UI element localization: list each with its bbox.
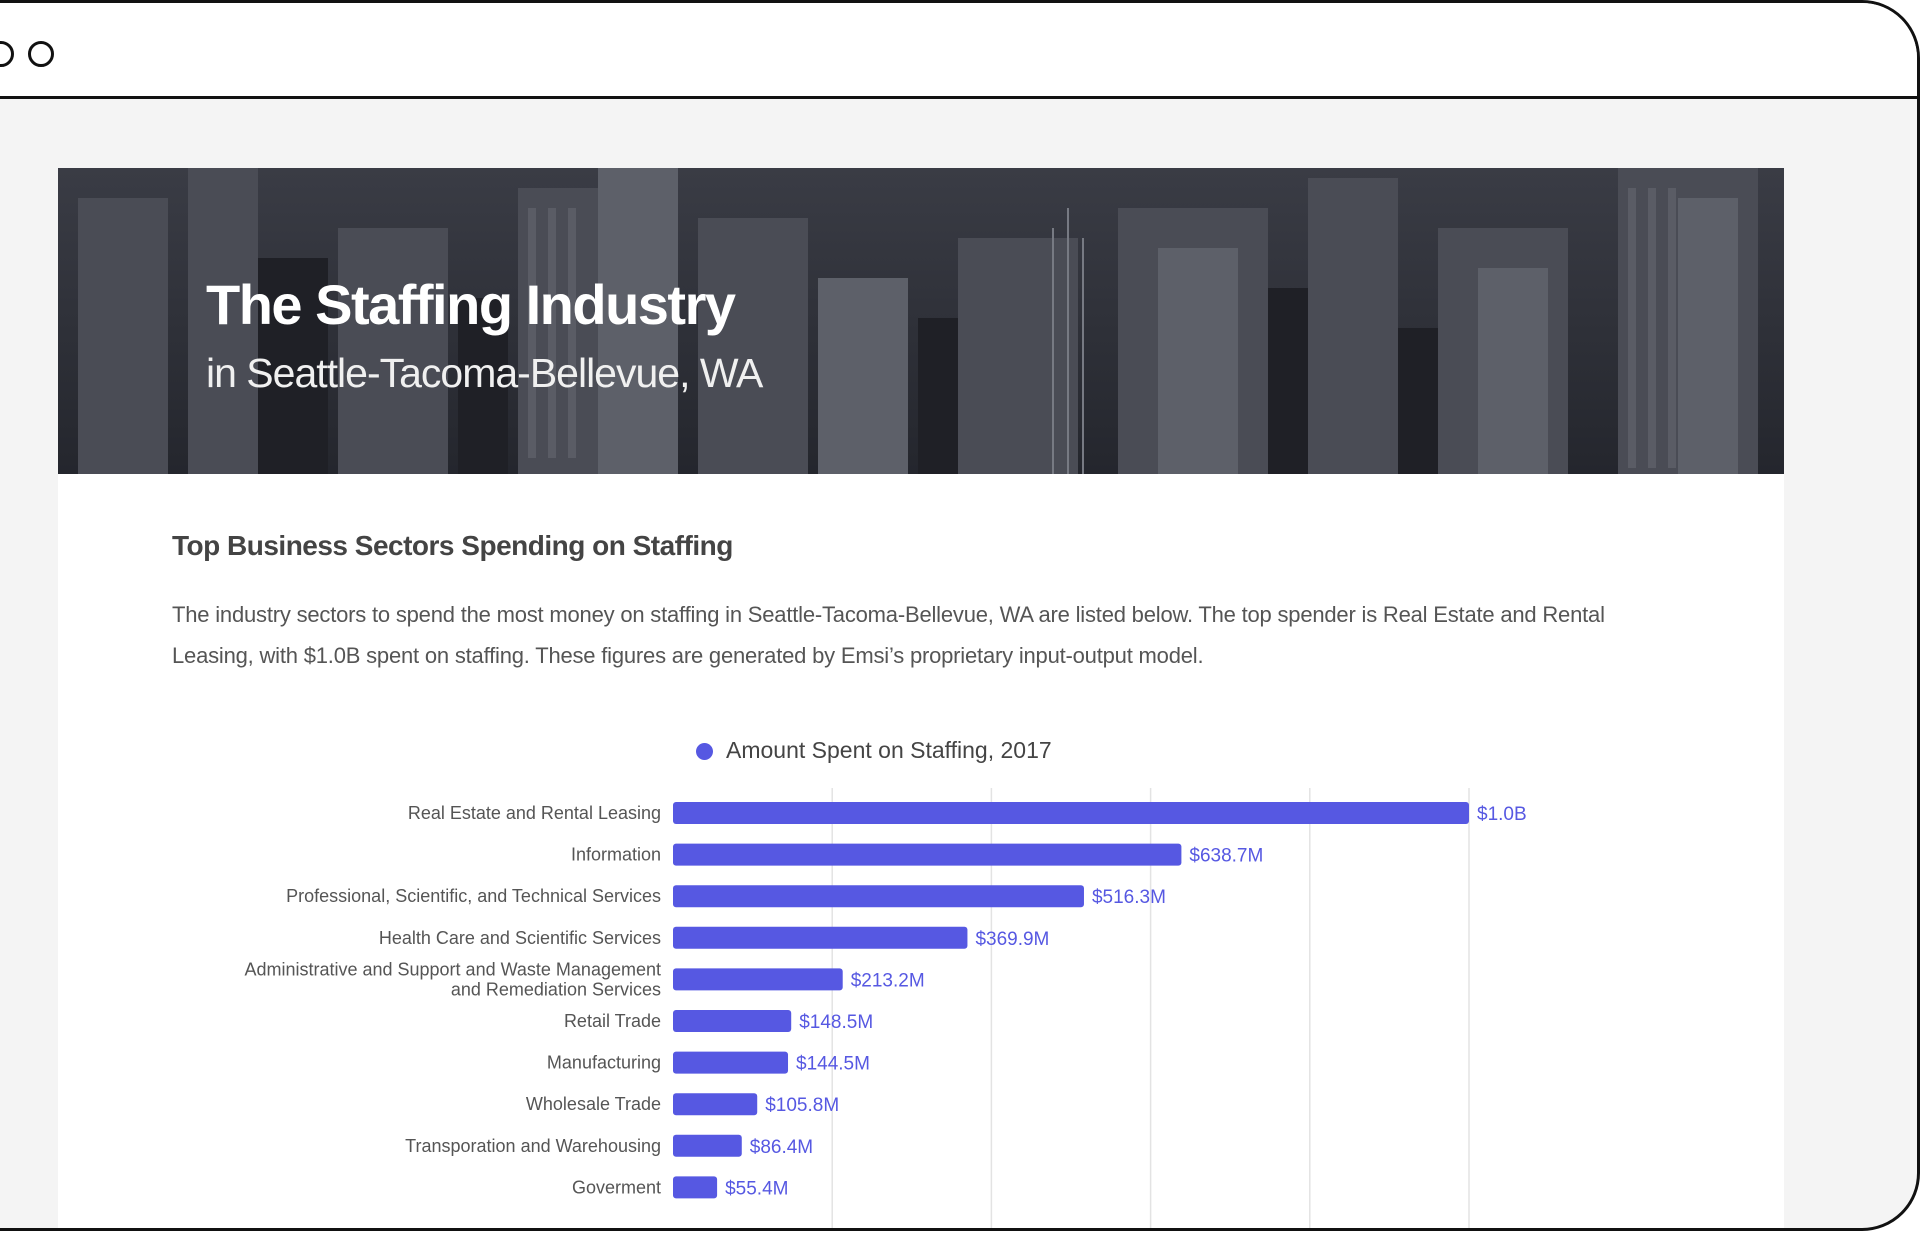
legend-dot-icon: [696, 743, 713, 760]
bar-value-label: $144.5M: [796, 1054, 870, 1075]
section-title: Top Business Sectors Spending on Staffin…: [172, 530, 733, 561]
bar[interactable]: [673, 1093, 758, 1116]
category-label: and Remediation Services: [451, 979, 661, 999]
bar[interactable]: [673, 802, 1469, 824]
bar-chart: Real Estate and Rental Leasing $1.0B Infor…: [244, 788, 1527, 1228]
page-content: The Staffing Industry in Seattle-Tacoma-…: [58, 168, 1784, 1228]
bar[interactable]: [673, 1051, 789, 1074]
city-skyline-image: [58, 168, 1784, 474]
bar[interactable]: [673, 885, 1084, 908]
bar-value-label: $369.9M: [975, 929, 1049, 950]
section-description: The industry sectors to spend the most m…: [172, 602, 1605, 668]
bar-value-label: $1.0B: [1477, 804, 1527, 825]
bar[interactable]: [673, 843, 1182, 866]
legend-label: Amount Spent on Staffing, 2017: [726, 737, 1052, 763]
window-titlebar: [0, 3, 1917, 99]
category-label: Retail Trade: [564, 1011, 661, 1031]
bar-value-label: $86.4M: [750, 1137, 813, 1158]
chart-legend: Amount Spent on Staffing, 2017: [58, 733, 1784, 773]
window-control-button[interactable]: [28, 41, 54, 67]
hero-title: The Staffing Industry: [206, 273, 736, 336]
hero-banner: The Staffing Industry in Seattle-Tacoma-…: [58, 168, 1784, 474]
window-control-button[interactable]: [0, 41, 14, 67]
category-label: Professional, Scientific, and Technical …: [286, 886, 661, 906]
bar-value-label: $55.4M: [725, 1178, 788, 1199]
bar-value-label: $148.5M: [799, 1012, 873, 1033]
bar[interactable]: [673, 1134, 742, 1157]
bar-value-label: $638.7M: [1189, 846, 1263, 867]
category-label: Health Care and Scientific Services: [379, 928, 661, 948]
bar-value-label: $213.2M: [851, 970, 925, 991]
category-label: Administrative and Support and Waste Man…: [244, 959, 661, 979]
hero-subtitle: in Seattle-Tacoma-Bellevue, WA: [206, 350, 763, 396]
bar[interactable]: [673, 1176, 718, 1199]
category-label: Transporation and Warehousing: [405, 1136, 661, 1156]
category-label: Information: [571, 845, 661, 865]
category-label: Manufacturing: [547, 1053, 661, 1073]
bar-value-label: $516.3M: [1092, 887, 1166, 908]
bar[interactable]: [673, 1010, 792, 1032]
category-label: Wholesale Trade: [526, 1094, 661, 1114]
bar[interactable]: [673, 968, 843, 991]
bar-value-label: $105.8M: [765, 1095, 839, 1116]
category-label: Real Estate and Rental Leasing: [408, 803, 661, 823]
bar[interactable]: [673, 926, 968, 949]
category-label: Goverment: [572, 1177, 661, 1197]
